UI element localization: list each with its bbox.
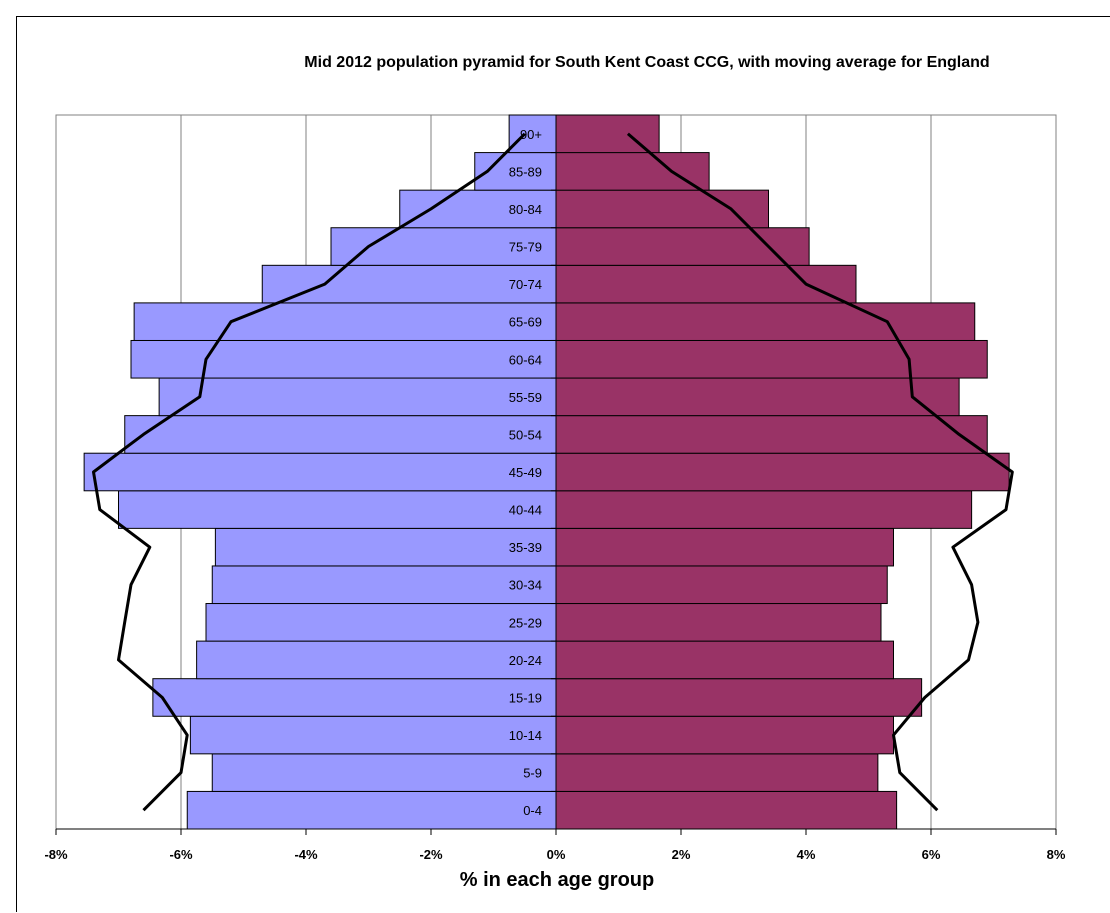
right-bar-55-59 [555,377,960,417]
x-tick-label: 2% [672,847,691,862]
category-label-90+: 90+ [520,127,542,142]
category-label-0-4: 0-4 [523,803,542,818]
x-tick-label: 0% [547,847,566,862]
left-bar-15-19 [152,678,557,717]
left-bar-5-9 [211,753,557,792]
left-bar-45-49 [83,452,557,492]
left-bar-0-4 [186,790,557,830]
right-bar-15-19 [555,678,923,717]
x-tick-label: -8% [44,847,68,862]
right-bar-45-49 [555,452,1010,492]
category-label-45-49: 45-49 [509,465,542,480]
right-bar-60-64 [555,339,988,379]
left-bar-25-29 [205,603,557,642]
chart-frame: Mid 2012 population pyramid for South Ke… [16,16,1110,912]
right-bar-30-34 [555,565,888,605]
left-bar-20-24 [196,640,557,680]
category-label-70-74: 70-74 [509,277,542,292]
x-tick-label: -4% [294,847,318,862]
left-bar-40-44 [118,490,557,529]
right-bar-0-4 [555,790,898,830]
x-tick-label: 8% [1047,847,1066,862]
right-bar-50-54 [555,415,988,454]
left-bar-35-39 [214,527,557,567]
left-bar-80-84 [399,189,557,229]
chart-title: Mid 2012 population pyramid for South Ke… [304,54,989,71]
left-bar-55-59 [158,377,557,417]
left-bar-90+ [508,114,557,154]
x-axis-label: % in each age group [460,869,654,891]
left-bar-70-74 [261,264,557,304]
left-bar-60-64 [130,339,557,379]
category-label-55-59: 55-59 [509,390,542,405]
right-bar-65-69 [555,302,976,341]
category-label-85-89: 85-89 [509,164,542,179]
left-bar-10-14 [189,715,557,755]
category-label-10-14: 10-14 [509,728,542,743]
category-label-50-54: 50-54 [509,427,542,442]
category-label-5-9: 5-9 [523,766,542,781]
category-label-80-84: 80-84 [509,202,542,217]
category-label-65-69: 65-69 [509,315,542,330]
x-tick-label: 4% [797,847,816,862]
right-bar-70-74 [555,264,857,304]
left-bar-30-34 [211,565,557,605]
england-moving-average-left [92,132,526,812]
category-label-60-64: 60-64 [509,352,542,367]
england-moving-average-right [626,132,1014,812]
population-pyramid-chart: Mid 2012 population pyramid for South Ke… [44,54,1066,891]
right-bar-80-84 [555,189,769,229]
category-label-40-44: 40-44 [509,503,542,518]
right-bar-10-14 [555,715,894,755]
right-bar-5-9 [555,753,879,792]
right-bar-20-24 [555,640,894,680]
x-tick-label: -2% [419,847,443,862]
category-label-75-79: 75-79 [509,240,542,255]
left-bar-50-54 [124,415,557,454]
right-bar-75-79 [555,227,810,266]
category-label-35-39: 35-39 [509,540,542,555]
category-label-30-34: 30-34 [509,578,542,593]
category-label-25-29: 25-29 [509,615,542,630]
x-tick-label: -6% [169,847,193,862]
x-tick-label: 6% [922,847,941,862]
right-bar-35-39 [555,527,894,567]
right-bar-25-29 [555,603,882,642]
right-bar-40-44 [555,490,973,529]
category-label-15-19: 15-19 [509,690,542,705]
category-label-20-24: 20-24 [509,653,542,668]
left-bar-65-69 [133,302,557,341]
right-bar-85-89 [555,152,710,191]
